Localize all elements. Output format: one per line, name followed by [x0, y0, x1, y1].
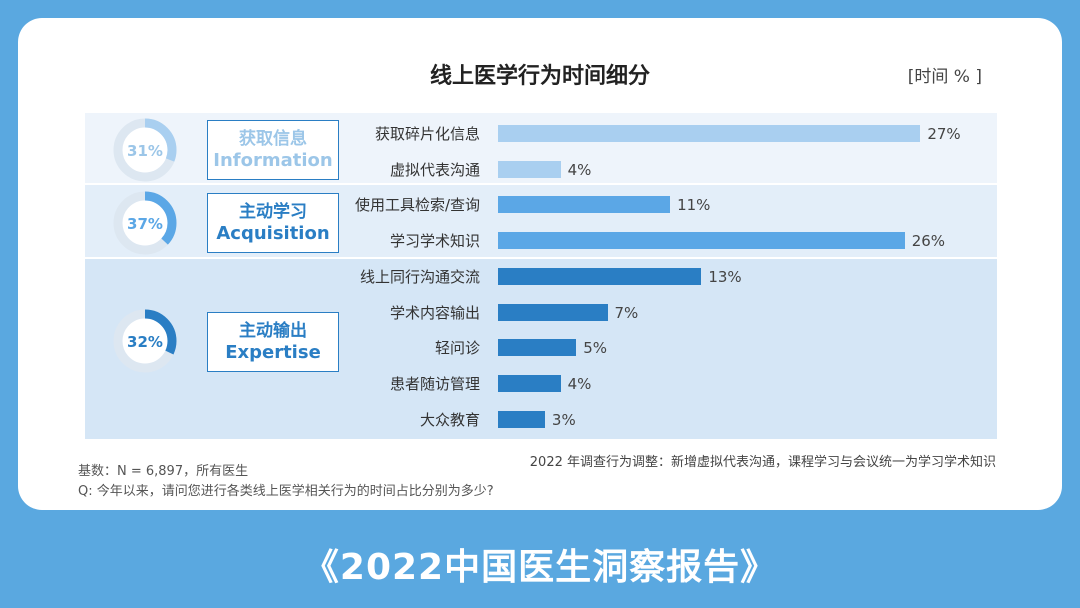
category-label: 获取碎片化信息 — [374, 125, 480, 143]
category-label: 患者随访管理 — [389, 374, 480, 393]
value-label: 26% — [911, 232, 946, 251]
value-label: 3% — [551, 410, 576, 429]
category-label: 线上同行沟通交流 — [359, 267, 480, 286]
category-label: 大众教育 — [419, 410, 480, 429]
question-note: Q: 今年以来，请问您进行各类线上医学相关行为的时间占比分别为多少? — [78, 484, 494, 499]
bar — [498, 303, 608, 321]
bar — [498, 160, 561, 178]
group-name-en: Acquisition — [216, 223, 330, 244]
adjustment-note: 2022 年调查行为调整：新增虚拟代表沟通，课程学习与会议统一为学习学术知识 — [529, 455, 996, 470]
bar — [498, 374, 561, 392]
donut-expertise: 32% — [113, 309, 177, 373]
bar — [498, 339, 577, 357]
donut-label-information: 31% — [127, 142, 163, 160]
donut-label-acquisition: 37% — [127, 215, 163, 233]
value-label: 13% — [708, 267, 742, 286]
group-name-en: Information — [213, 150, 333, 171]
value-label: 4% — [567, 160, 592, 179]
value-label: 11% — [677, 196, 711, 215]
report-title: 《2022中国医生洞察报告》 — [302, 547, 778, 588]
bar — [498, 410, 545, 428]
bar — [498, 196, 671, 214]
value-label: 4% — [567, 374, 592, 393]
category-label: 虚拟代表沟通 — [389, 160, 480, 179]
donut-acquisition: 37% — [113, 191, 177, 255]
donut-label-expertise: 32% — [127, 333, 163, 351]
group-name-cn: 主动输出 — [239, 321, 307, 341]
chart-title: 线上医学行为时间细分 — [429, 64, 650, 89]
value-label: 7% — [614, 303, 639, 322]
group-box-acquisition: 主动学习 Acquisition — [207, 193, 339, 253]
value-label: 27% — [927, 125, 961, 143]
group-box-information: 获取信息 Information — [207, 120, 339, 180]
category-label: 使用工具检索/查询 — [354, 196, 480, 215]
group-box-expertise: 主动输出 Expertise — [207, 312, 339, 372]
group-name-en: Expertise — [225, 342, 321, 363]
category-label: 学习学术知识 — [389, 232, 480, 251]
base-note: 基数：N = 6,897，所有医生 — [78, 464, 249, 479]
bar — [498, 232, 905, 250]
category-label: 学术内容输出 — [389, 303, 480, 322]
unit-label: [时间 % ] — [907, 67, 982, 87]
bar — [498, 267, 702, 285]
group-name-cn: 获取信息 — [239, 129, 307, 149]
group-name-cn: 主动学习 — [239, 202, 307, 222]
donut-information: 31% — [113, 118, 177, 182]
category-label: 轻问诊 — [434, 339, 480, 358]
value-label: 5% — [583, 339, 607, 358]
bar — [498, 125, 921, 142]
